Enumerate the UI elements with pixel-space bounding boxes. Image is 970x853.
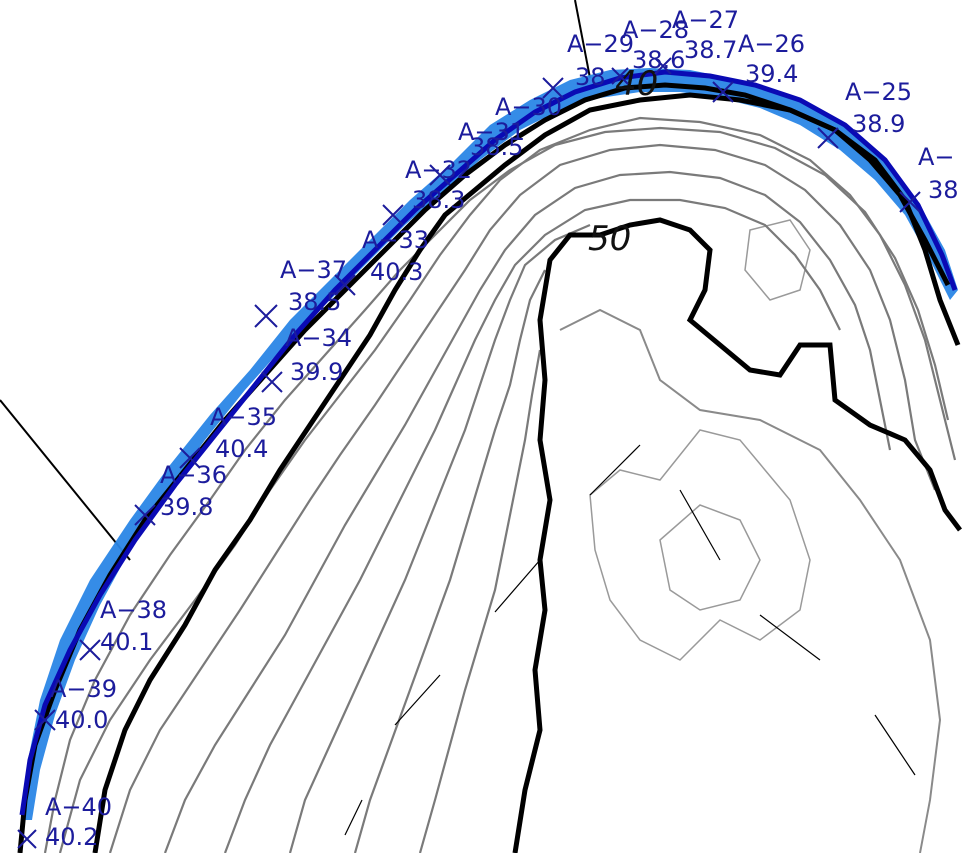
x-marker-icon: [17, 829, 37, 849]
point-id: A−37: [280, 256, 347, 284]
survey-point: A−35 40.4: [179, 403, 277, 469]
point-value: 40.0: [55, 706, 108, 734]
x-marker-icon: [712, 81, 734, 103]
survey-point: A−25 38.9: [817, 78, 912, 149]
x-marker-icon: [34, 709, 56, 731]
point-id: A−38: [100, 596, 167, 624]
x-marker-icon: [261, 371, 283, 393]
x-marker-icon: [134, 504, 156, 526]
point-id: A−33: [362, 226, 429, 254]
point-id: A−34: [285, 324, 352, 352]
contour-label-40: 40: [615, 64, 658, 104]
survey-point: A−31 38.5: [429, 118, 525, 186]
point-value: 40.3: [370, 258, 423, 286]
x-marker-icon: [611, 67, 629, 85]
point-value: 38: [575, 63, 606, 91]
boundary-line: [19, 69, 958, 816]
point-value: 40.1: [100, 628, 153, 656]
leader-line-top: [574, 0, 591, 79]
survey-point: A−28 38.6: [611, 16, 689, 85]
contour-faint-4: [744, 219, 811, 301]
point-id: A−35: [210, 403, 277, 431]
contour-faint-2: [659, 504, 761, 611]
contour-faint-3: [559, 308, 942, 853]
contour-faint-1: [589, 429, 811, 661]
point-id: A−30: [495, 93, 562, 121]
point-value: 38.9: [852, 110, 905, 138]
x-marker-icon: [429, 164, 451, 186]
survey-point: A−33 40.3: [334, 226, 429, 296]
survey-point: A−26 39.4: [712, 30, 805, 103]
x-marker-icon: [79, 639, 101, 661]
survey-point: A−32 38.3: [382, 156, 472, 226]
point-id: A−36: [160, 461, 227, 489]
point-value: 38: [928, 176, 959, 204]
point-value: 39.9: [290, 358, 343, 386]
survey-point: A− 38: [899, 143, 959, 213]
survey-point: A−39 40.0: [34, 675, 117, 734]
survey-point: A−29 38: [542, 30, 634, 99]
scratch-lines: [344, 444, 916, 836]
point-value: 38.3: [412, 186, 465, 214]
survey-point: A−36 39.8: [134, 461, 227, 526]
survey-point: A−37 38.5: [254, 256, 347, 328]
survey-point: A−40 40.2: [17, 793, 112, 851]
point-value: 40.2: [45, 823, 98, 851]
point-id: A−25: [845, 78, 912, 106]
contour-label-50: 50: [588, 219, 631, 259]
point-id: A−32: [405, 156, 472, 184]
x-marker-icon: [654, 57, 672, 75]
point-value: 39.4: [745, 60, 798, 88]
x-marker-icon: [179, 447, 201, 469]
point-value: 39.8: [160, 493, 213, 521]
point-value: 40.4: [215, 435, 268, 463]
point-value: 38.7: [684, 36, 737, 64]
point-id: A−39: [50, 675, 117, 703]
x-marker-icon: [254, 304, 278, 328]
leader-line-left: [0, 399, 131, 561]
point-value: 38.5: [470, 133, 523, 161]
survey-point: A−34 39.9: [261, 324, 352, 393]
survey-point: A−27 38.7: [654, 6, 739, 75]
x-marker-icon: [542, 77, 564, 99]
survey-point: A−38 40.1: [79, 596, 167, 661]
x-marker-icon: [334, 274, 356, 296]
x-marker-icon: [817, 127, 839, 149]
x-marker-icon: [899, 191, 921, 213]
x-marker-icon: [382, 204, 404, 226]
point-id: A−: [918, 143, 955, 171]
point-id: A−31: [458, 118, 525, 146]
point-value: 38.5: [288, 288, 341, 316]
survey-point: A−30: [495, 93, 562, 121]
point-id: A−27: [672, 6, 739, 34]
point-id: A−29: [567, 30, 634, 58]
point-id: A−26: [738, 30, 805, 58]
point-id: A−40: [45, 793, 112, 821]
point-id: A−28: [622, 16, 689, 44]
